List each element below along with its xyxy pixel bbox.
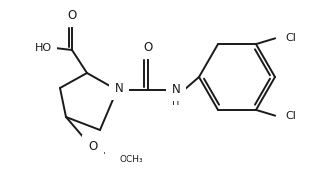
Text: Cl: Cl (285, 111, 296, 121)
Text: OCH₃: OCH₃ (120, 154, 144, 164)
Text: HO: HO (35, 43, 52, 53)
Text: N: N (115, 82, 124, 95)
Text: O: O (88, 140, 98, 154)
Text: H: H (172, 97, 180, 107)
Text: O: O (143, 41, 153, 53)
Text: N: N (172, 83, 180, 95)
Text: O: O (68, 9, 76, 21)
Text: Cl: Cl (285, 33, 296, 43)
